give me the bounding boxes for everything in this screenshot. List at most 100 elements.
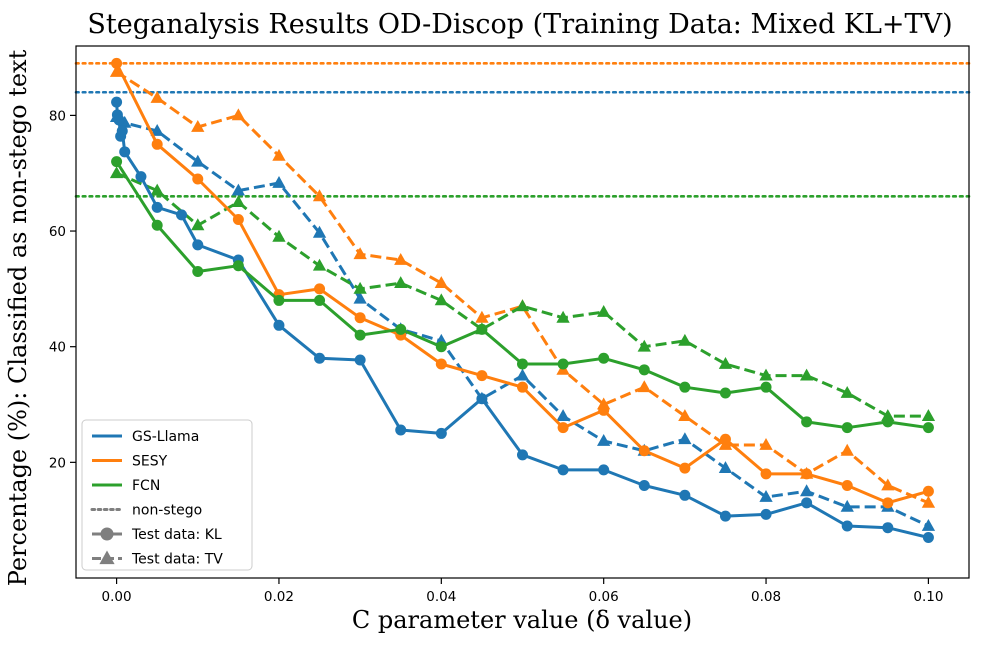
point-fcn-kl [151, 219, 163, 231]
point-gs-llama-tv [800, 484, 814, 497]
point-fcn-tv [556, 310, 570, 323]
y-tick-label: 20 [49, 455, 66, 471]
point-gs-llama-kl [116, 125, 128, 137]
x-axis-label: C parameter value (δ value) [352, 606, 692, 634]
point-sesy-tv [840, 443, 854, 456]
legend-item-sesy: SESY [92, 454, 168, 470]
point-gs-llama-kl [113, 114, 125, 126]
point-fcn-tv [394, 276, 408, 288]
point-gs-llama-kl [273, 319, 285, 331]
point-gs-llama-kl [151, 201, 163, 213]
point-gs-llama-kl [679, 489, 691, 501]
point-sesy-kl [232, 213, 244, 225]
point-fcn-tv [191, 218, 205, 231]
legend-item-fcn: FCN [92, 478, 160, 494]
legend-label: non-stego [132, 503, 202, 519]
point-gs-llama-kl [135, 171, 147, 183]
point-gs-llama-kl [638, 479, 650, 491]
point-gs-llama-kl [435, 427, 447, 439]
series-layer [109, 57, 936, 544]
point-gs-llama-kl [395, 424, 407, 436]
point-fcn-kl [232, 260, 244, 272]
x-tick-label: 0.02 [264, 589, 294, 605]
point-sesy-tv [353, 247, 367, 260]
chart-title: Steganalysis Results OD-Discop (Training… [87, 9, 952, 40]
point-fcn-tv [921, 409, 936, 421]
point-sesy-tv [231, 108, 245, 121]
point-fcn-tv [150, 183, 164, 196]
point-fcn-kl [801, 416, 813, 428]
series-sesy-kl [111, 57, 934, 509]
point-fcn-kl [314, 294, 326, 306]
point-fcn-tv [109, 166, 124, 179]
point-fcn-kl [192, 266, 204, 278]
point-gs-llama-tv [515, 368, 530, 381]
legend-label: FCN [132, 478, 160, 494]
point-fcn-tv [840, 386, 854, 398]
y-tick-label: 60 [49, 224, 66, 240]
reference-lines [74, 62, 971, 198]
point-gs-llama-kl [841, 520, 853, 532]
point-gs-llama-tv [272, 176, 286, 188]
point-sesy-tv [475, 310, 489, 323]
point-gs-llama-kl [476, 393, 488, 405]
point-sesy-kl [882, 497, 894, 509]
point-sesy-kl [719, 433, 731, 445]
series-fcn-kl [111, 156, 934, 434]
point-sesy-kl [760, 468, 772, 480]
legend-label: Test data: KL [131, 527, 222, 543]
point-sesy-tv [312, 189, 327, 202]
point-fcn-kl [922, 422, 934, 434]
point-gs-llama-tv [678, 432, 692, 445]
point-sesy-kl [192, 173, 204, 185]
point-gs-llama-kl [111, 96, 123, 108]
point-sesy-tv [678, 409, 692, 421]
point-gs-llama-kl [517, 449, 528, 461]
point-gs-llama-kl [760, 508, 772, 520]
point-fcn-kl [435, 341, 447, 353]
point-sesy-kl [314, 283, 326, 295]
series-line-gs-llama-kl [115, 102, 929, 539]
point-gs-llama-tv [597, 434, 611, 446]
point-fcn-kl [882, 416, 894, 428]
point-sesy-tv [272, 148, 286, 161]
legend-marker [100, 527, 114, 541]
point-gs-llama-tv [353, 291, 367, 304]
series-line-sesy-tv [115, 70, 929, 505]
point-fcn-kl [395, 323, 407, 335]
y-tick-label: 80 [49, 108, 66, 124]
point-sesy-kl [151, 138, 163, 150]
point-gs-llama-kl [922, 532, 934, 544]
point-gs-llama-kl [192, 239, 204, 251]
point-sesy-tv [921, 495, 936, 508]
series-line-gs-llama-tv [115, 115, 930, 528]
point-gs-llama-tv [312, 225, 327, 238]
point-gs-llama-kl [314, 352, 326, 364]
axes: 0.00 0.02 0.04 0.06 0.08 0.10 20 40 60 80 [49, 45, 970, 605]
legend-marker [99, 550, 115, 565]
x-tick-label: 0.06 [589, 589, 619, 605]
point-fcn-tv [800, 368, 814, 381]
plot-frame [75, 45, 970, 579]
legend-label: Test data: TV [131, 552, 223, 568]
point-sesy-kl [557, 422, 569, 434]
point-fcn-kl [638, 364, 650, 376]
point-fcn-tv [678, 333, 692, 346]
point-gs-llama-kl [354, 354, 366, 366]
point-gs-llama-tv [231, 183, 245, 196]
y-axis-label: Percentage (%): Classified as non-stego … [4, 49, 32, 586]
point-fcn-kl [719, 387, 731, 399]
point-fcn-tv [718, 357, 733, 369]
point-fcn-tv [434, 293, 448, 306]
point-fcn-kl [679, 381, 691, 393]
point-sesy-tv [637, 380, 651, 393]
point-gs-llama-tv [921, 519, 936, 531]
point-fcn-kl [557, 358, 569, 370]
point-sesy-kl [111, 57, 123, 69]
point-gs-llama-tv [718, 461, 733, 473]
point-sesy-kl [679, 462, 691, 474]
point-sesy-tv [150, 91, 164, 103]
point-gs-llama-kl [557, 464, 569, 476]
point-gs-llama-tv [150, 124, 164, 136]
